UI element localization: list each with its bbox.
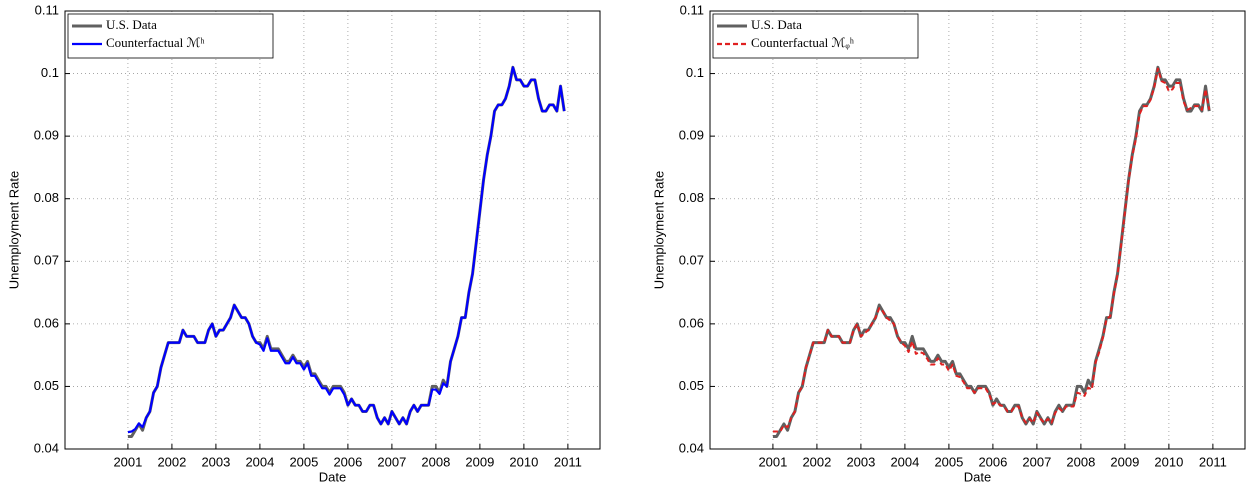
x-tick-label: 2001 bbox=[758, 454, 787, 469]
axes-frame bbox=[709, 10, 1246, 450]
series-line bbox=[772, 67, 1211, 433]
legend-box bbox=[712, 13, 919, 59]
y-tick-label: 0.1 bbox=[686, 65, 704, 80]
legend-label: Counterfactual ℳʰ bbox=[106, 35, 205, 50]
x-tick-label: 2011 bbox=[554, 454, 582, 469]
y-tick-label: 0.04 bbox=[34, 440, 59, 455]
x-tick-label: 2010 bbox=[509, 454, 538, 469]
x-axis-label: Date bbox=[319, 469, 346, 484]
y-axis-label: Unemployment Rate bbox=[651, 171, 666, 290]
legend-box bbox=[67, 13, 274, 59]
y-tick-label: 0.09 bbox=[34, 128, 59, 143]
x-tick-label: 2005 bbox=[934, 454, 963, 469]
y-tick-label: 0.11 bbox=[35, 2, 59, 17]
y-tick-label: 0.04 bbox=[679, 440, 704, 455]
legend-label: U.S. Data bbox=[106, 17, 157, 32]
series-line bbox=[772, 65, 1211, 438]
x-tick-label: 2007 bbox=[377, 454, 406, 469]
x-tick-label: 2004 bbox=[890, 454, 919, 469]
legend-label: U.S. Data bbox=[751, 17, 802, 32]
x-axis-label: Date bbox=[964, 469, 991, 484]
y-tick-label: 0.07 bbox=[679, 253, 704, 268]
y-tick-label: 0.06 bbox=[679, 315, 704, 330]
x-tick-label: 2010 bbox=[1154, 454, 1183, 469]
y-tick-label: 0.08 bbox=[679, 190, 704, 205]
series-line bbox=[127, 65, 566, 438]
axes-frame bbox=[64, 10, 601, 450]
x-tick-label: 2005 bbox=[289, 454, 318, 469]
x-tick-label: 2009 bbox=[1110, 454, 1139, 469]
x-tick-label: 2009 bbox=[465, 454, 494, 469]
x-tick-label: 2002 bbox=[157, 454, 186, 469]
y-tick-label: 0.1 bbox=[41, 65, 59, 80]
x-tick-label: 2003 bbox=[846, 454, 875, 469]
y-tick-label: 0.09 bbox=[679, 128, 704, 143]
y-tick-label: 0.06 bbox=[34, 315, 59, 330]
x-tick-label: 2004 bbox=[245, 454, 274, 469]
x-tick-label: 2006 bbox=[978, 454, 1007, 469]
y-tick-label: 0.08 bbox=[34, 190, 59, 205]
x-tick-label: 2011 bbox=[1199, 454, 1227, 469]
legend-label: Counterfactual ℳᵩʰ bbox=[751, 35, 854, 50]
y-axis-label: Unemployment Rate bbox=[6, 171, 21, 290]
x-tick-label: 2008 bbox=[421, 454, 450, 469]
series-line bbox=[127, 66, 566, 434]
y-tick-label: 0.05 bbox=[679, 378, 704, 393]
y-tick-label: 0.05 bbox=[34, 378, 59, 393]
x-tick-label: 2008 bbox=[1066, 454, 1095, 469]
x-tick-label: 2007 bbox=[1022, 454, 1051, 469]
y-tick-label: 0.11 bbox=[680, 2, 704, 17]
y-tick-label: 0.07 bbox=[34, 253, 59, 268]
x-tick-label: 2001 bbox=[113, 454, 142, 469]
x-tick-label: 2003 bbox=[201, 454, 230, 469]
x-tick-label: 2002 bbox=[802, 454, 831, 469]
x-tick-label: 2006 bbox=[333, 454, 362, 469]
